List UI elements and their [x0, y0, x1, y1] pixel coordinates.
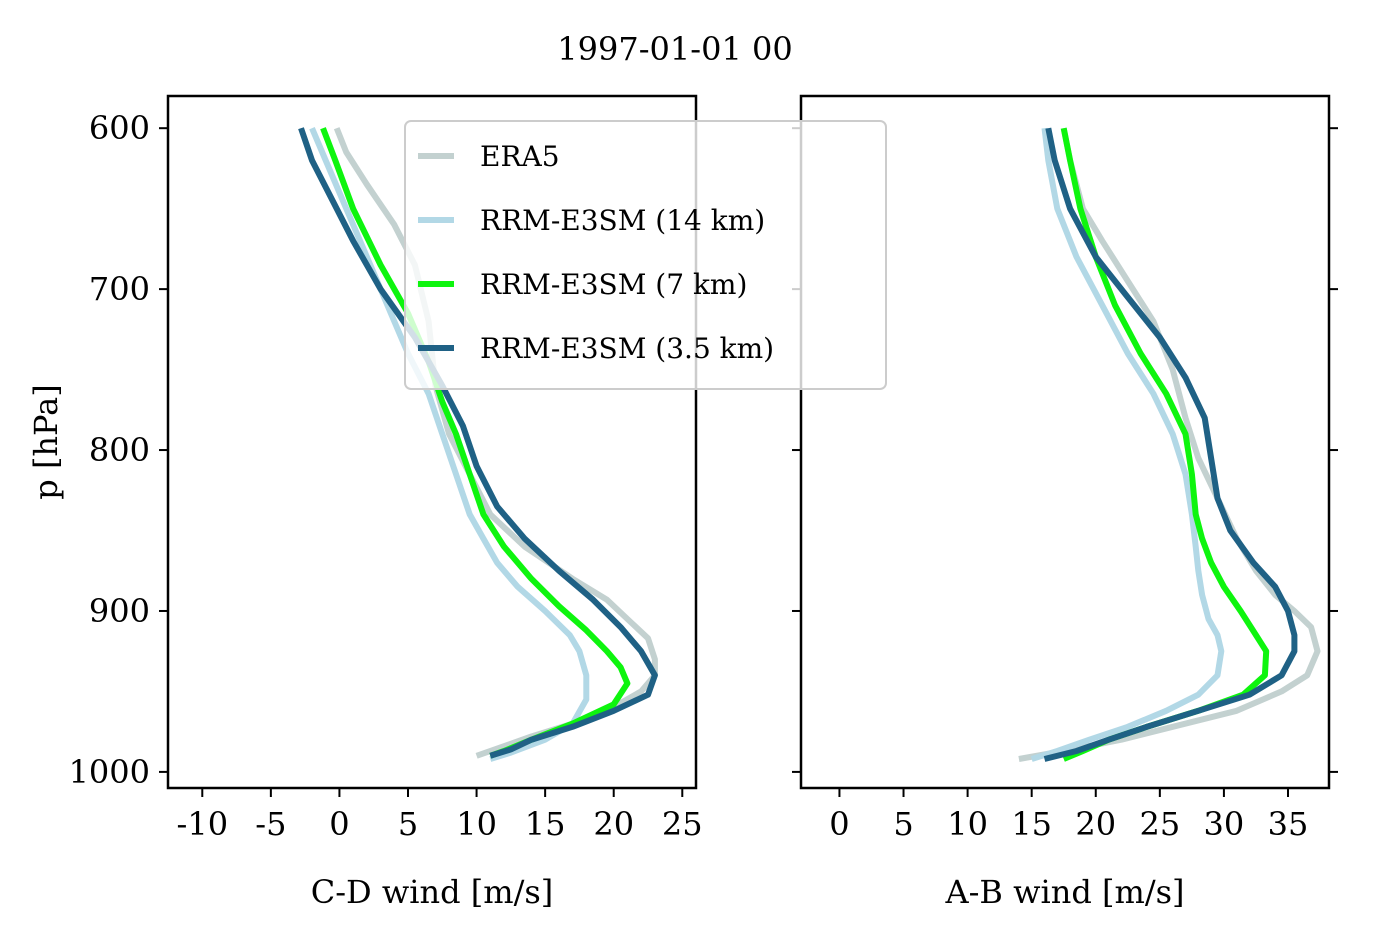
x-tick-label: 25: [1139, 805, 1180, 843]
legend-label: RRM-E3SM (7 km): [480, 268, 747, 301]
left-x-axis-label: C-D wind [m/s]: [311, 873, 554, 911]
panel-left: -10 -5 0 5 10 15 20 25 600 700 800 900 1000 C-D wind…: [27, 94, 703, 911]
x-tick-label: -5: [255, 805, 286, 843]
x-tick-label: 0: [829, 805, 849, 843]
legend-label: ERA5: [480, 140, 560, 173]
series-line-left-2: [320, 127, 631, 759]
series-line-left-3: [298, 127, 658, 759]
legend-label: RRM-E3SM (14 km): [480, 204, 765, 237]
y-tick-label: 800: [89, 431, 150, 469]
x-tick-label: -10: [177, 805, 229, 843]
x-tick-label: 25: [662, 805, 703, 843]
figure-suptitle: 1997-01-01 00: [557, 30, 792, 68]
x-tick-label: 5: [398, 805, 418, 843]
x-tick-label: 15: [525, 805, 566, 843]
y-tick-label: 700: [89, 270, 150, 308]
y-tick-label: 1000: [69, 753, 150, 791]
panel-right: 0 5 10 15 20 25 30 35 A-B wind [m/s]: [792, 94, 1338, 911]
x-tick-label: 10: [947, 805, 988, 843]
left-y-axis-label: p [hPa]: [27, 384, 65, 499]
legend-box: [404, 120, 887, 390]
left-axes-frame: [166, 94, 698, 790]
series-line-right-1: [1030, 127, 1225, 762]
right-ticks-group: 0 5 10 15 20 25 30 35: [792, 127, 1338, 843]
left-series-group: [298, 127, 658, 762]
right-x-axis-label: A-B wind [m/s]: [944, 873, 1184, 911]
legend-label: RRM-E3SM (3.5 km): [480, 332, 774, 365]
series-line-right-3: [1043, 127, 1298, 762]
x-tick-label: 30: [1204, 805, 1245, 843]
y-tick-label: 900: [89, 592, 150, 630]
x-tick-label: 5: [893, 805, 913, 843]
left-ticks-group: -10 -5 0 5 10 15 20 25 600 700 800 900 1000: [69, 109, 703, 843]
right-axes-frame: [799, 94, 1331, 790]
x-tick-label: 35: [1268, 805, 1309, 843]
legend: ERA5 RRM-E3SM (14 km) RRM-E3SM (7 km) RRM-E…: [404, 120, 887, 390]
series-line-right-0: [1018, 127, 1321, 762]
right-series-group: [1018, 127, 1321, 762]
y-tick-label: 600: [89, 109, 150, 147]
legend-items: ERA5 RRM-E3SM (14 km) RRM-E3SM (7 km) RRM-E…: [418, 140, 774, 365]
x-tick-label: 0: [329, 805, 349, 843]
x-tick-label: 20: [593, 805, 634, 843]
x-tick-label: 15: [1011, 805, 1052, 843]
x-tick-label: 20: [1075, 805, 1116, 843]
x-tick-label: 10: [456, 805, 497, 843]
